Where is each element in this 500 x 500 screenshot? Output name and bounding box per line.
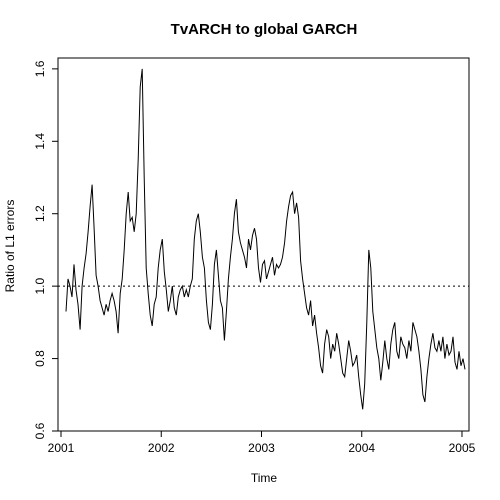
y-tick-label: 1.4 [33,133,47,150]
y-tick-label: 1.2 [33,205,47,222]
y-axis: 0.6 0.8 1.0 1.2 1.4 1.6 [33,60,58,439]
x-tick-label: 2001 [48,441,75,455]
y-tick-label: 1.6 [33,60,47,77]
x-tick-label: 2004 [348,441,375,455]
x-tick-label: 2005 [449,441,476,455]
x-tick-label: 2003 [248,441,275,455]
series-line [65,68,466,410]
chart-title: TvARCH to global GARCH [171,21,358,38]
y-tick-label: 0.6 [33,422,47,439]
x-tick-label: 2002 [148,441,175,455]
x-axis-label: Time [251,471,278,485]
y-axis-label: Ratio of L1 errors [3,200,17,293]
plot-frame [57,57,470,432]
y-tick-label: 0.8 [33,350,47,367]
y-tick-label: 1.0 [33,277,47,294]
x-axis: 2001 2002 2003 2004 2005 [48,431,476,455]
